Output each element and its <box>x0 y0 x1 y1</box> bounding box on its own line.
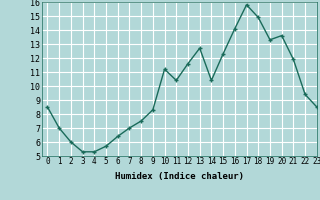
X-axis label: Humidex (Indice chaleur): Humidex (Indice chaleur) <box>115 172 244 181</box>
